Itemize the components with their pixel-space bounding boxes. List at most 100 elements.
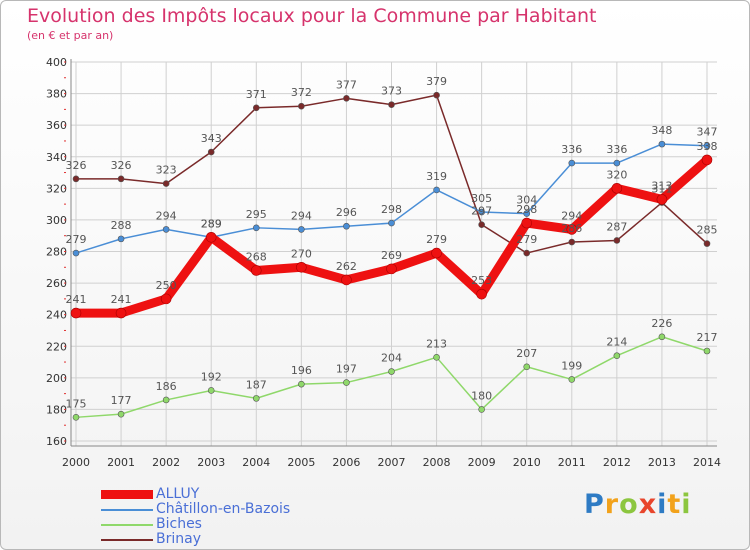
data-point bbox=[433, 354, 440, 361]
legend-label: Biches bbox=[156, 516, 202, 532]
data-label: 305 bbox=[471, 192, 492, 205]
legend-swatch bbox=[101, 490, 153, 499]
data-label: 336 bbox=[561, 143, 582, 156]
data-label: 289 bbox=[201, 217, 222, 230]
logo-letter: r bbox=[604, 489, 620, 520]
data-point bbox=[568, 159, 576, 167]
data-point bbox=[568, 238, 576, 246]
data-label: 320 bbox=[606, 168, 627, 181]
x-tick-label: 2006 bbox=[332, 456, 360, 469]
y-tick-label: 300 bbox=[46, 214, 67, 227]
data-label: 250 bbox=[156, 279, 177, 292]
data-point bbox=[343, 95, 350, 102]
data-point bbox=[160, 293, 172, 305]
data-label: 213 bbox=[426, 337, 447, 350]
legend-label: ALLUY bbox=[156, 486, 200, 502]
data-point bbox=[207, 387, 215, 394]
data-point bbox=[207, 148, 215, 156]
y-tick-label: 180 bbox=[46, 403, 67, 416]
data-point bbox=[613, 352, 621, 360]
data-point bbox=[72, 175, 80, 183]
logo-letter: i bbox=[681, 489, 692, 520]
legend-label: Châtillon-en-Bazois bbox=[156, 501, 291, 517]
data-label: 207 bbox=[516, 347, 537, 360]
logo-letter: P bbox=[584, 489, 605, 520]
data-label: 311 bbox=[651, 183, 672, 196]
data-point bbox=[386, 263, 397, 275]
data-point bbox=[478, 406, 485, 413]
data-label: 379 bbox=[426, 75, 447, 88]
data-point bbox=[658, 140, 666, 148]
data-label: 204 bbox=[381, 352, 402, 365]
data-point bbox=[298, 102, 305, 110]
data-point bbox=[566, 224, 578, 235]
data-point bbox=[521, 217, 533, 229]
data-label: 217 bbox=[697, 331, 718, 344]
data-label: 199 bbox=[561, 359, 582, 372]
data-label: 338 bbox=[697, 140, 718, 153]
data-point bbox=[252, 104, 260, 112]
data-label: 294 bbox=[561, 209, 582, 222]
data-point bbox=[341, 274, 352, 286]
data-label: 304 bbox=[516, 194, 537, 207]
data-point bbox=[656, 194, 668, 205]
chart-subtitle: (en € et par an) bbox=[27, 29, 114, 42]
x-tick-label: 2005 bbox=[287, 456, 315, 469]
y-tick-label: 220 bbox=[46, 340, 67, 353]
x-tick-label: 2002 bbox=[152, 456, 180, 469]
logo-letter: i bbox=[657, 489, 668, 520]
data-point bbox=[703, 240, 711, 247]
data-point bbox=[478, 221, 485, 228]
data-label: 298 bbox=[381, 203, 402, 216]
data-point bbox=[703, 142, 711, 149]
data-label: 294 bbox=[156, 209, 177, 222]
x-tick-label: 2007 bbox=[378, 456, 406, 469]
proxiti-logo: Proxiti bbox=[584, 489, 692, 520]
x-tick-label: 2011 bbox=[558, 456, 586, 469]
data-label: 241 bbox=[66, 293, 87, 306]
data-label: 262 bbox=[336, 260, 357, 273]
data-label: 180 bbox=[471, 389, 492, 402]
data-point bbox=[388, 368, 395, 375]
data-point bbox=[162, 180, 170, 187]
data-label: 279 bbox=[516, 233, 537, 246]
legend-swatch bbox=[101, 523, 153, 526]
data-label: 313 bbox=[651, 179, 672, 192]
data-point bbox=[433, 186, 440, 194]
data-label: 319 bbox=[426, 170, 447, 183]
data-label: 294 bbox=[291, 209, 312, 222]
data-label: 288 bbox=[111, 219, 132, 232]
data-point bbox=[613, 237, 621, 244]
data-label: 297 bbox=[471, 205, 492, 218]
y-tick-label: 320 bbox=[46, 182, 67, 195]
data-point bbox=[115, 307, 127, 319]
data-label: 279 bbox=[426, 233, 447, 246]
x-tick-label: 2012 bbox=[603, 456, 631, 469]
data-label: 336 bbox=[606, 143, 627, 156]
y-tick-label: 360 bbox=[46, 119, 67, 132]
data-label: 175 bbox=[66, 397, 87, 410]
data-point bbox=[298, 380, 305, 388]
legend-label: Brinay bbox=[156, 531, 201, 547]
data-point bbox=[611, 183, 623, 194]
data-label: 241 bbox=[111, 293, 132, 306]
data-point bbox=[388, 219, 395, 227]
x-tick-label: 2008 bbox=[423, 456, 451, 469]
data-point bbox=[433, 91, 440, 99]
data-point bbox=[162, 396, 170, 404]
data-label: 187 bbox=[246, 378, 267, 391]
data-label: 270 bbox=[291, 247, 312, 260]
data-point bbox=[703, 347, 711, 355]
x-tick-label: 2009 bbox=[468, 456, 496, 469]
data-label: 298 bbox=[516, 203, 537, 216]
x-tick-label: 2001 bbox=[107, 456, 135, 469]
data-label: 289 bbox=[201, 217, 222, 230]
data-label: 323 bbox=[156, 164, 177, 177]
logo-letter: o bbox=[619, 489, 639, 520]
data-label: 373 bbox=[381, 85, 402, 98]
data-label: 343 bbox=[201, 132, 222, 145]
data-point bbox=[431, 247, 442, 259]
data-point bbox=[296, 261, 307, 273]
data-point bbox=[343, 379, 350, 386]
data-point bbox=[252, 224, 260, 232]
